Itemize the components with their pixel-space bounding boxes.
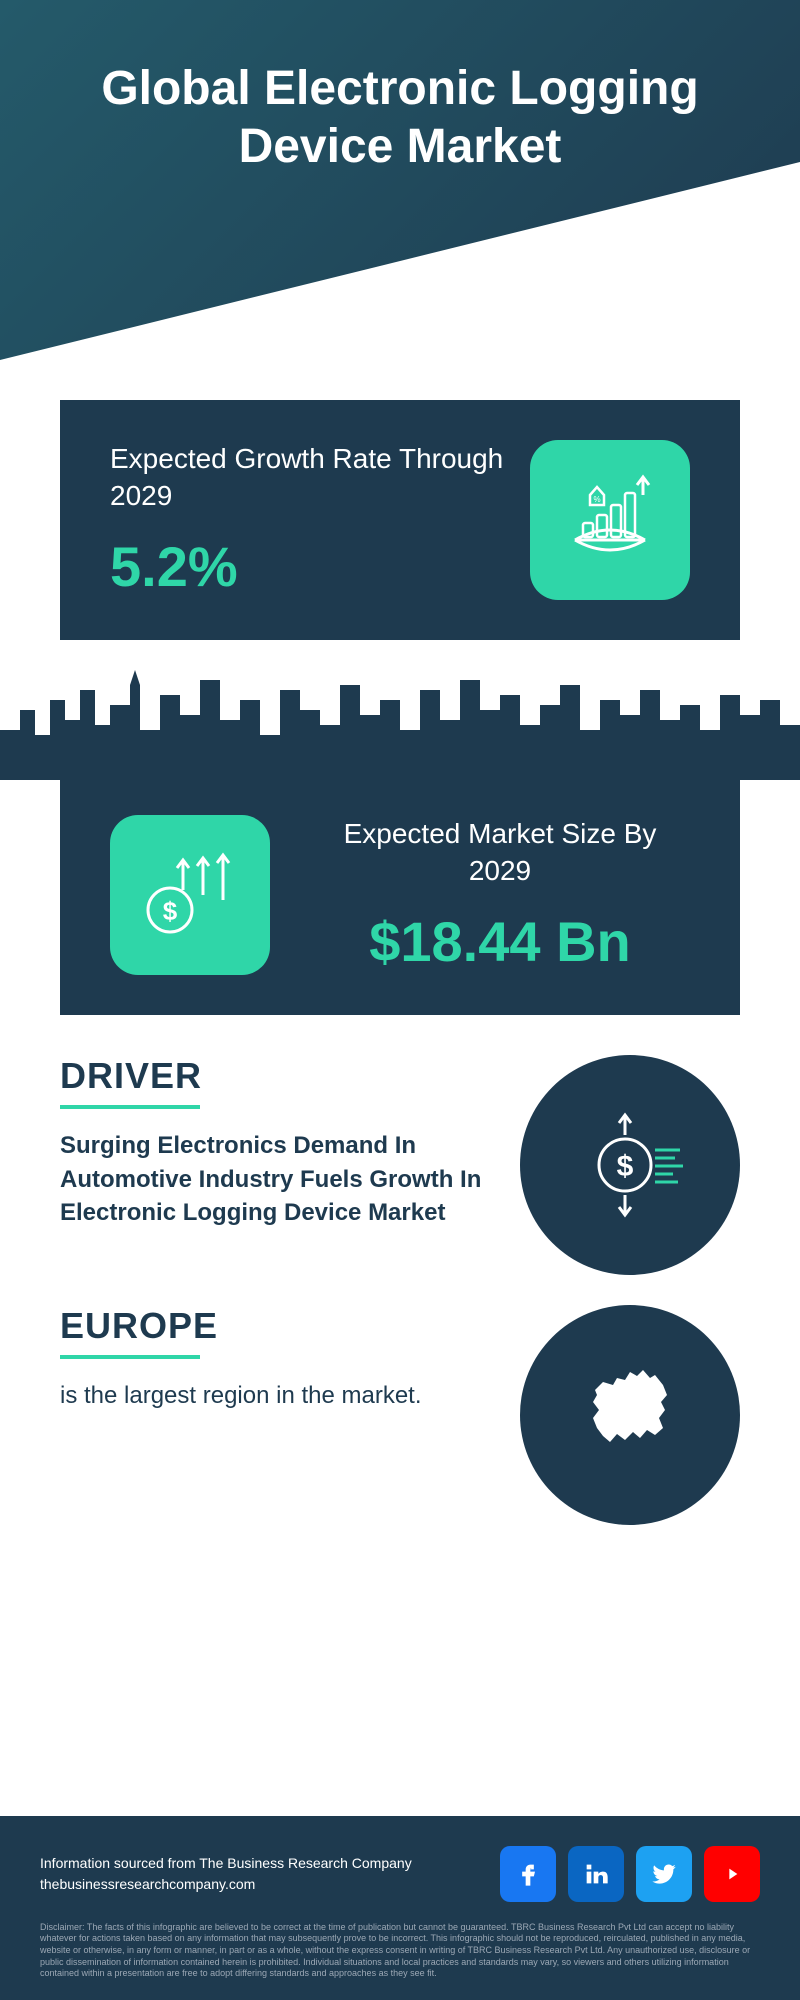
growth-rate-card: Expected Growth Rate Through 2029 5.2% % bbox=[60, 400, 740, 640]
underline-decor bbox=[60, 1355, 200, 1359]
svg-text:$: $ bbox=[163, 896, 178, 926]
source-line1: Information sourced from The Business Re… bbox=[40, 1853, 412, 1874]
footer-disclaimer: Disclaimer: The facts of this infographi… bbox=[40, 1922, 760, 1980]
youtube-icon[interactable] bbox=[704, 1846, 760, 1902]
driver-section: DRIVER Surging Electronics Demand In Aut… bbox=[60, 1055, 740, 1275]
growth-label: Expected Growth Rate Through 2029 bbox=[110, 441, 530, 514]
growth-value: 5.2% bbox=[110, 534, 530, 599]
header-banner: Global Electronic Logging Device Market bbox=[0, 0, 800, 360]
footer-source: Information sourced from The Business Re… bbox=[40, 1853, 412, 1895]
europe-map-icon bbox=[520, 1305, 740, 1525]
twitter-icon[interactable] bbox=[636, 1846, 692, 1902]
market-size-card: $ Expected Market Size By 2029 $18.44 Bn bbox=[60, 775, 740, 1015]
linkedin-icon[interactable] bbox=[568, 1846, 624, 1902]
skyline-divider bbox=[0, 660, 800, 780]
facebook-icon[interactable] bbox=[500, 1846, 556, 1902]
underline-decor bbox=[60, 1105, 200, 1109]
driver-icon-circle: $ bbox=[520, 1055, 740, 1275]
growth-chart-icon: % bbox=[530, 440, 690, 600]
page-title: Global Electronic Logging Device Market bbox=[0, 60, 800, 175]
svg-text:%: % bbox=[593, 495, 600, 504]
market-size-value: $18.44 Bn bbox=[310, 909, 690, 974]
svg-text:$: $ bbox=[617, 1150, 634, 1183]
footer: Information sourced from The Business Re… bbox=[0, 1816, 800, 2000]
market-size-label: Expected Market Size By 2029 bbox=[310, 816, 690, 889]
region-body: is the largest region in the market. bbox=[60, 1379, 490, 1413]
source-line2: thebusinessresearchcompany.com bbox=[40, 1874, 412, 1895]
social-row bbox=[500, 1846, 760, 1902]
driver-body: Surging Electronics Demand In Automotive… bbox=[60, 1129, 490, 1230]
region-heading: EUROPE bbox=[60, 1305, 490, 1347]
driver-heading: DRIVER bbox=[60, 1055, 490, 1097]
region-section: EUROPE is the largest region in the mark… bbox=[60, 1305, 740, 1525]
dollar-growth-icon: $ bbox=[110, 815, 270, 975]
